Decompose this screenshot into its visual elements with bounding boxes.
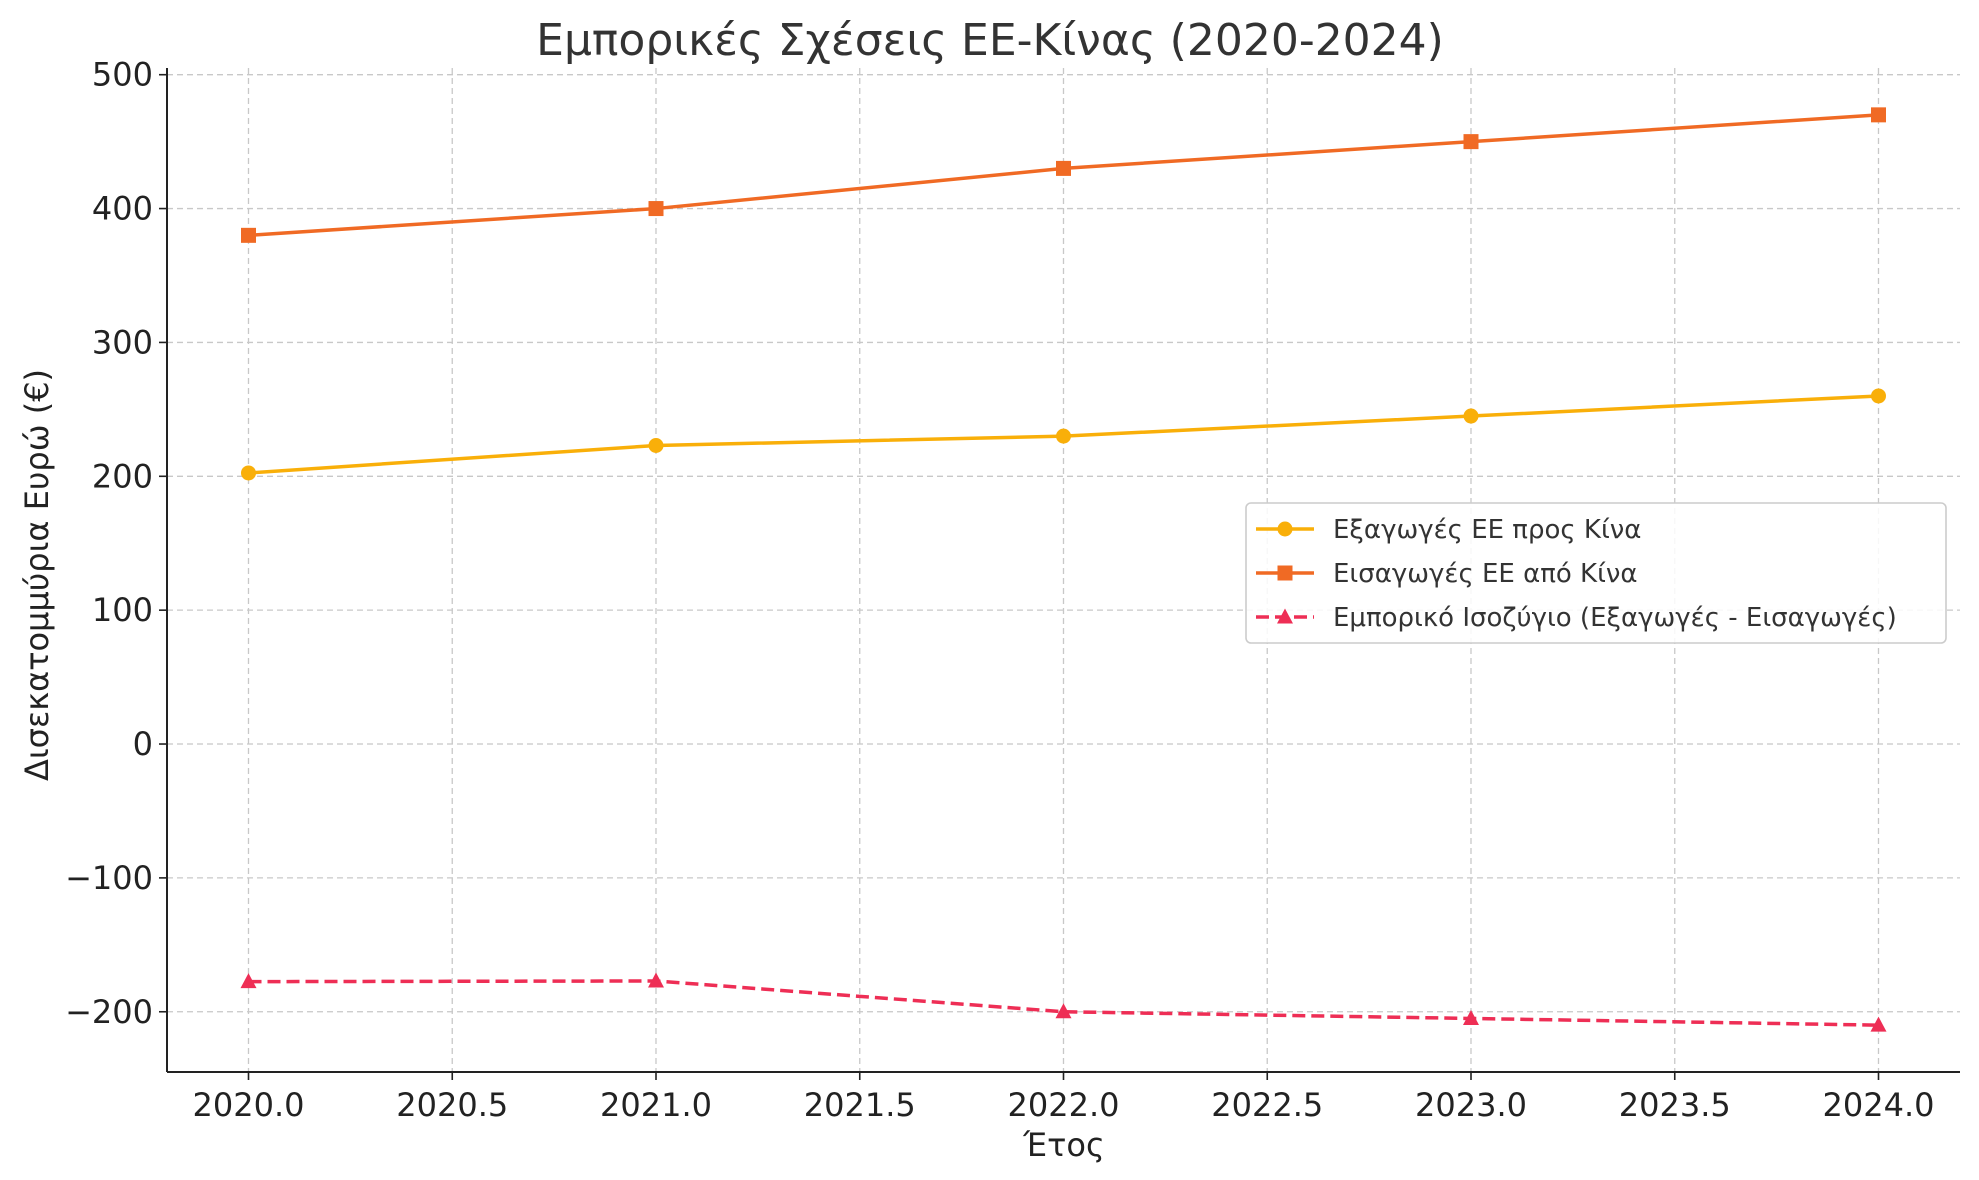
y-tick-label: −200 (65, 993, 153, 1031)
x-tick-label: 2021.5 (804, 1086, 916, 1124)
x-tick-label: 2020.5 (396, 1086, 508, 1124)
y-ticks: −200 −100 0 100 200 300 400 500 (65, 56, 167, 1031)
legend-box (1245, 502, 1947, 644)
x-tick-label: 2024.0 (1823, 1086, 1935, 1124)
legend-item: Εμπορικό Ισοζύγιο (Εξαγωγές - Εισαγωγές) (1256, 603, 1897, 633)
x-tick-label: 2022.5 (1211, 1086, 1323, 1124)
x-ticks: 2020.0 2020.5 2021.0 2021.5 2022.0 2022.5 2023… (193, 1072, 1935, 1124)
series-3 (240, 972, 1887, 1032)
y-tick-label: 300 (92, 323, 153, 361)
x-axis-label: Έτος (1022, 1126, 1105, 1164)
data-point (1871, 107, 1886, 123)
series-1 (241, 388, 1886, 481)
legend-label: Εισαγωγές ΕΕ από Κίνα (1333, 559, 1638, 589)
series-group (240, 107, 1887, 1032)
x-tick-label: 2023.0 (1415, 1086, 1527, 1124)
legend-marker (1277, 521, 1293, 537)
data-point (1463, 1009, 1479, 1025)
data-point (1871, 388, 1886, 404)
data-point (1463, 408, 1479, 424)
y-tick-label: 100 (92, 591, 153, 629)
x-tick-label: 2023.5 (1619, 1086, 1731, 1124)
x-tick-label: 2021.0 (600, 1086, 712, 1124)
data-point (241, 465, 256, 481)
series-line (248, 979, 1879, 1027)
data-point (1055, 1003, 1072, 1019)
legend-label: Εξαγωγές ΕΕ προς Κίνα (1333, 515, 1641, 545)
y-tick-label: 0 (133, 725, 153, 763)
series-2 (241, 107, 1886, 243)
chart-title: Εμπορικές Σχέσεις ΕΕ-Κίνας (2020-2024) (536, 15, 1444, 66)
data-point (1463, 134, 1479, 150)
y-tick-label: 400 (92, 190, 153, 228)
legend-marker (1277, 608, 1293, 624)
legend: Εξαγωγές ΕΕ προς Κίνα Εισαγωγές ΕΕ από Κί… (1245, 502, 1947, 644)
y-tick-label: −100 (65, 859, 153, 897)
x-tick-label: 2020.0 (193, 1086, 305, 1124)
y-axis-label: Δισεκατομμύρια Ευρώ (€) (18, 369, 56, 781)
legend-label: Εμπορικό Ισοζύγιο (Εξαγωγές - Εισαγωγές) (1333, 603, 1897, 633)
y-tick-label: 500 (92, 56, 153, 94)
data-point (240, 973, 257, 989)
data-point (648, 201, 664, 217)
legend-marker (1277, 565, 1293, 581)
data-point (1056, 428, 1071, 444)
y-tick-label: 200 (92, 457, 153, 495)
legend-item: Εισαγωγές ΕΕ από Κίνα (1256, 559, 1638, 589)
data-point (1056, 160, 1071, 176)
legend-item: Εξαγωγές ΕΕ προς Κίνα (1256, 515, 1641, 545)
x-tick-label: 2022.0 (1008, 1086, 1120, 1124)
data-point (648, 972, 664, 988)
data-point (648, 438, 664, 454)
data-point (1870, 1016, 1887, 1032)
data-point (241, 227, 256, 243)
